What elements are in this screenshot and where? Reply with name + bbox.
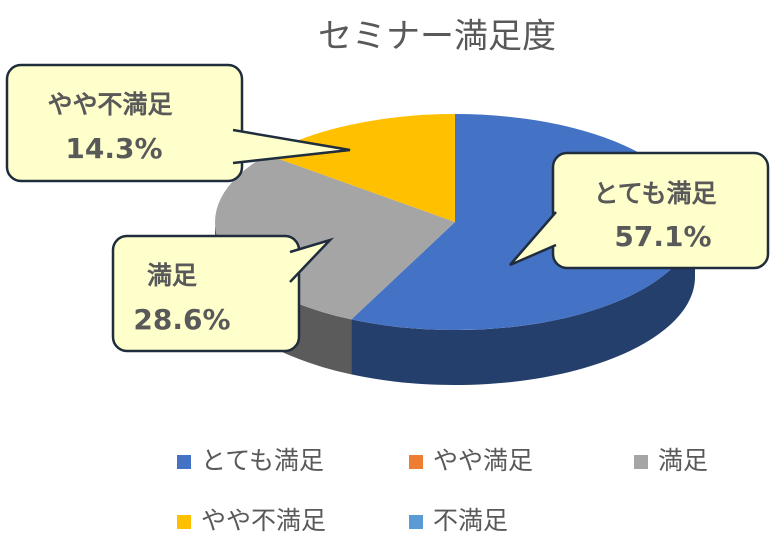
legend-swatch (177, 515, 191, 529)
legend-swatch (409, 455, 423, 469)
callout-pointer (233, 130, 350, 163)
data-label-name: 満足 (147, 261, 197, 290)
chart-title: セミナー満足度 (318, 17, 556, 57)
data-label-value: 57.1% (614, 220, 711, 253)
pie-slice (267, 114, 455, 222)
callout-box (551, 151, 770, 270)
legend-label: 満足 (658, 446, 708, 475)
legend-swatch (634, 455, 648, 469)
legend-label: とても満足 (201, 446, 324, 475)
data-label-value: 14.3% (65, 132, 162, 165)
legend-swatch (409, 515, 423, 529)
data-label-name: とても満足 (593, 179, 716, 208)
legend-swatch (177, 455, 191, 469)
data-label-value: 28.6% (133, 303, 230, 336)
callout-box (5, 63, 244, 183)
data-label-name: やや不満足 (47, 90, 172, 119)
legend-label: やや満足 (433, 446, 533, 475)
callout-pointer-edge (509, 211, 557, 267)
callout-box (111, 234, 301, 353)
callout-pointer-edge (232, 128, 351, 165)
legend-label: やや不満足 (201, 506, 326, 535)
legend-label: 不満足 (433, 506, 508, 535)
pie-side (351, 222, 695, 386)
callout-pointer-edge (289, 237, 335, 283)
